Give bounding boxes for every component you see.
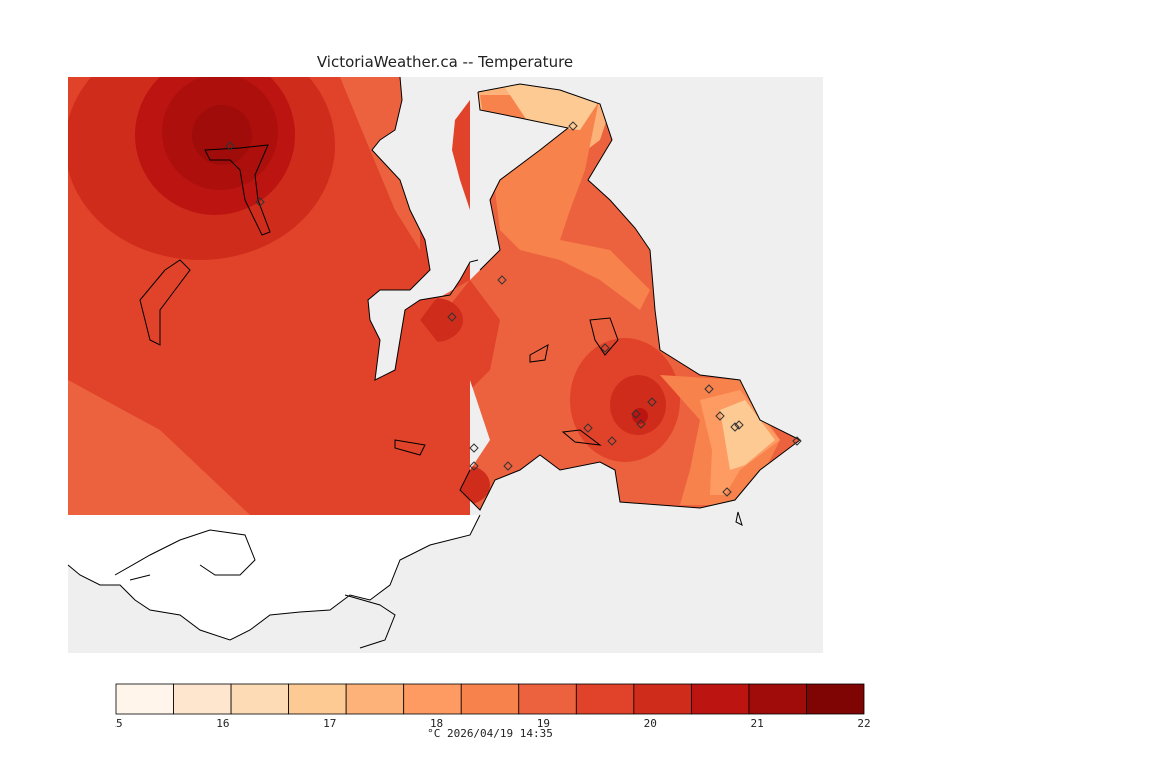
colorbar-tick-label: 16 [216,717,229,730]
colorbar: 15 16 17 18 19 20 21 22 [115,683,871,730]
juan-de-fuca-water [68,515,480,640]
west-temperature-field [68,77,470,515]
station-marker [631,409,641,419]
station-marker [497,275,507,285]
station-marker [568,121,578,131]
map-title: VictoriaWeather.ca -- Temperature [316,53,574,71]
station-marker [715,411,725,421]
colorbar-tick-label: 18 [430,717,443,730]
station-marker [704,384,714,394]
colorbar-bin [403,683,462,715]
station-marker [469,443,479,453]
colorbar-bin [690,683,750,715]
station-marker [255,197,265,207]
colorbar-bin [748,683,807,715]
colorbar-bin [518,683,577,715]
inlet-water [368,77,478,380]
coastlines [67,76,801,649]
colorbar-tick-label: 21 [751,717,764,730]
station-marker [447,312,457,322]
colorbar-bin [230,683,290,715]
station-marker [636,419,646,429]
station-markers [225,121,802,497]
colorbar-tick-label: 15 [115,717,123,730]
station-marker [734,420,744,430]
colorbar-bin [288,683,347,715]
station-marker [792,436,802,446]
station-marker [722,487,732,497]
colorbar-tick-label: 20 [644,717,657,730]
station-marker [730,422,740,432]
station-marker [503,461,513,471]
colorbar-bin [460,683,520,715]
station-marker [607,436,617,446]
station-marker [647,397,657,407]
colorbar-bin [115,683,174,715]
colorbar-bin [806,683,865,715]
colorbar-bin [345,683,405,715]
colorbar-tick-label: 17 [323,717,336,730]
colorbar-bin [633,683,692,715]
colorbar-caption: °C 2026/04/19 14:35 [427,727,553,740]
station-marker [583,423,593,433]
olympic-land [68,515,490,653]
station-marker [469,461,479,471]
colorbar-tick-label: 19 [537,717,550,730]
station-marker [225,141,235,151]
colorbar-tick-label: 22 [857,717,870,730]
colorbar-bin [575,683,635,715]
station-marker [600,343,610,353]
colorbar-bin [173,683,232,715]
